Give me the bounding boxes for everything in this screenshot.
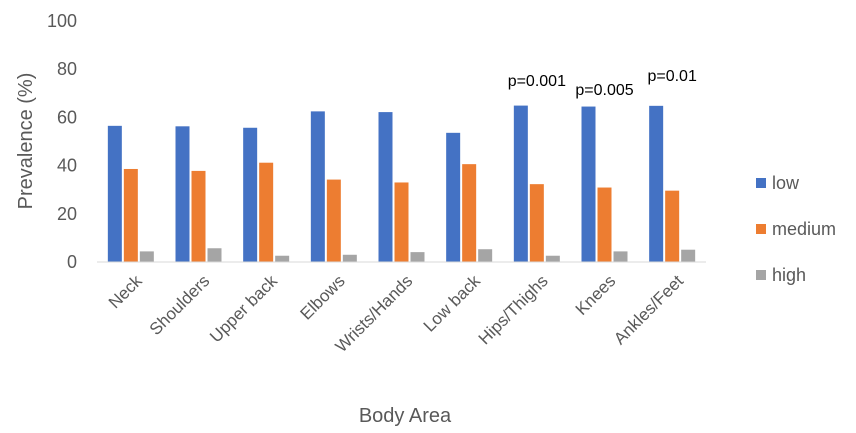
bar-low — [175, 126, 190, 262]
bar-low — [513, 105, 528, 262]
bar-medium — [597, 187, 612, 262]
y-axis-ticks: 0 20 40 60 80 100 — [47, 11, 77, 272]
bar-medium — [462, 164, 477, 262]
x-tick-label: Knees — [572, 271, 620, 319]
bar-medium — [529, 184, 544, 262]
legend-swatch-low — [756, 178, 766, 188]
y-tick-label: 100 — [47, 11, 77, 31]
bar-low — [310, 111, 325, 262]
y-axis-label: Prevalence (%) — [15, 73, 37, 210]
x-tick-label: Upper back — [206, 271, 281, 346]
bar-medium — [326, 179, 341, 262]
x-tick-label: Low back — [420, 271, 485, 336]
bar-high — [681, 249, 696, 262]
y-tick-label: 40 — [57, 156, 77, 176]
legend-label-medium: medium — [772, 219, 836, 239]
bar-medium — [123, 168, 138, 262]
x-tick-label: Elbows — [296, 271, 348, 323]
bar-high — [342, 254, 357, 262]
x-tick-label: Hips/Thighs — [475, 271, 552, 348]
y-tick-label: 0 — [67, 252, 77, 272]
x-tick-label: Neck — [105, 271, 146, 312]
bar-medium — [394, 182, 409, 262]
x-tick-label: Shoulders — [146, 271, 214, 339]
x-tick-label: Ankles/Feet — [610, 271, 687, 348]
bar-medium — [665, 190, 680, 262]
bar-low — [378, 112, 393, 263]
y-tick-label: 80 — [57, 59, 77, 79]
bar-high — [139, 251, 154, 262]
legend: low medium high — [756, 173, 836, 285]
bar-medium — [191, 170, 206, 262]
bar-high — [410, 252, 425, 262]
bar-low — [446, 132, 461, 262]
legend-swatch-high — [756, 270, 766, 280]
bar-low — [581, 106, 596, 263]
bar-high — [207, 248, 222, 262]
bar-high — [478, 249, 493, 262]
y-tick-label: 60 — [57, 107, 77, 127]
y-tick-label: 20 — [57, 204, 77, 224]
annotations: p=0.001 p=0.005 p=0.01 — [508, 68, 697, 99]
bars — [107, 105, 696, 263]
p-value-annotation: p=0.005 — [575, 82, 633, 99]
p-value-annotation: p=0.01 — [647, 68, 696, 85]
legend-label-low: low — [772, 173, 800, 193]
bar-high — [545, 255, 560, 262]
x-axis-label: Body Area — [359, 405, 452, 427]
legend-swatch-medium — [756, 224, 766, 234]
bar-high — [613, 251, 628, 262]
legend-label-high: high — [772, 265, 806, 285]
p-value-annotation: p=0.001 — [508, 73, 566, 90]
bar-high — [275, 255, 290, 262]
bar-low — [243, 127, 258, 262]
bar-low — [107, 125, 122, 263]
bar-medium — [259, 162, 274, 262]
bar-low — [649, 105, 664, 262]
